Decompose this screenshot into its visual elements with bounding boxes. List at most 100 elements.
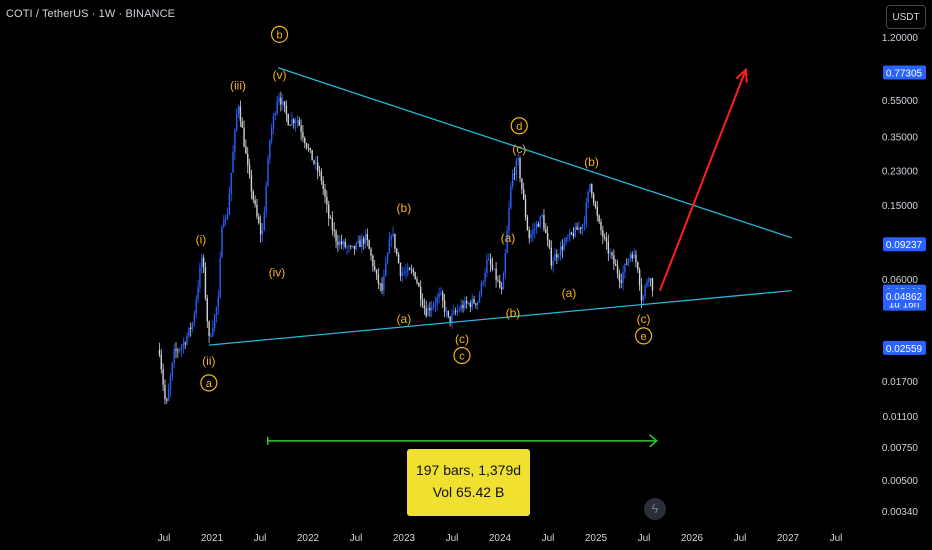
candle — [442, 292, 444, 301]
y-tick-label: 1.20000 — [882, 33, 919, 44]
candle — [572, 233, 575, 237]
price-badge — [883, 340, 926, 355]
candle — [180, 346, 183, 350]
candle — [563, 242, 565, 250]
candle — [534, 228, 536, 230]
candle — [351, 245, 354, 247]
candle — [208, 321, 210, 336]
candle — [557, 255, 560, 258]
candle — [167, 389, 170, 401]
candle — [285, 105, 288, 115]
candle — [307, 147, 310, 149]
wave-label-circle — [510, 117, 528, 135]
candle — [648, 278, 650, 282]
candle — [517, 158, 519, 161]
candle — [523, 189, 525, 200]
candle — [291, 119, 293, 126]
lightning-icon[interactable]: ϟ — [644, 498, 666, 520]
candle — [186, 335, 188, 345]
candle — [348, 246, 350, 248]
candle — [311, 149, 313, 161]
candle — [293, 119, 295, 124]
candle — [408, 268, 411, 270]
candle — [471, 298, 473, 307]
x-tick-label: 2024 — [489, 533, 512, 544]
candle — [320, 171, 323, 181]
candle — [410, 269, 413, 271]
candle — [234, 129, 236, 152]
candle — [178, 349, 181, 351]
candle — [300, 125, 302, 133]
candle — [396, 248, 398, 254]
candle — [434, 303, 437, 305]
wave-label: (iii) — [230, 78, 246, 92]
candle — [631, 254, 633, 259]
candle — [510, 185, 512, 209]
candle — [513, 173, 516, 175]
y-tick-label: 0.15000 — [882, 201, 919, 212]
candle — [265, 185, 267, 212]
candle — [316, 162, 319, 172]
candle — [309, 148, 311, 150]
candle — [401, 272, 403, 276]
candle — [399, 263, 402, 276]
candle — [646, 281, 648, 287]
candle — [552, 260, 554, 266]
wave-label: e — [641, 331, 647, 343]
candle — [626, 263, 628, 265]
candle — [224, 218, 227, 220]
candle — [281, 101, 284, 105]
projection-arrow-head — [735, 67, 748, 83]
candle — [554, 254, 556, 261]
symbol-title[interactable]: COTI / TetherUS · 1W · BINANCE — [6, 8, 176, 20]
candle — [458, 309, 461, 311]
candle — [633, 254, 635, 259]
candle — [443, 300, 446, 312]
candle — [431, 307, 433, 311]
y-tick-label: 0.35000 — [882, 133, 919, 144]
candle — [239, 106, 242, 122]
candle — [243, 127, 245, 147]
candle — [609, 252, 611, 254]
candle — [350, 246, 352, 247]
candle — [232, 151, 234, 173]
candle — [166, 399, 168, 401]
wave-label: (b) — [506, 306, 521, 320]
candle — [182, 343, 185, 347]
axes: 1.20000 0.55000 0.35000 0.23000 0.15000 0.060… — [158, 33, 926, 544]
candle — [627, 258, 630, 265]
candle — [373, 266, 376, 270]
projection-arrow — [658, 69, 747, 291]
candle — [287, 114, 289, 125]
candle — [313, 160, 315, 164]
candle — [425, 308, 427, 317]
wave-label: (b) — [584, 155, 599, 169]
candle — [651, 278, 654, 291]
wave-label-circle — [453, 346, 471, 365]
x-tick-label: Jul — [350, 533, 363, 544]
candle — [169, 376, 172, 390]
candle — [524, 199, 527, 218]
candle — [519, 158, 521, 179]
candle — [221, 226, 223, 258]
candle — [423, 305, 426, 309]
candle — [372, 255, 374, 267]
candle — [561, 246, 564, 250]
candle — [602, 230, 604, 237]
candle — [219, 257, 221, 297]
price-badge-value: 0.02559 — [886, 344, 923, 355]
candle — [607, 241, 610, 254]
x-tick-label: 2023 — [393, 533, 416, 544]
candle — [613, 255, 615, 264]
candle — [644, 286, 646, 296]
candle — [638, 269, 641, 286]
currency-button[interactable]: USDT — [886, 5, 926, 29]
candle — [213, 314, 216, 329]
trendline-lower — [208, 289, 792, 346]
candle — [355, 242, 357, 250]
x-tick-label: Jul — [446, 533, 459, 544]
candle — [197, 287, 199, 300]
candle — [188, 327, 190, 336]
candle — [256, 204, 258, 217]
